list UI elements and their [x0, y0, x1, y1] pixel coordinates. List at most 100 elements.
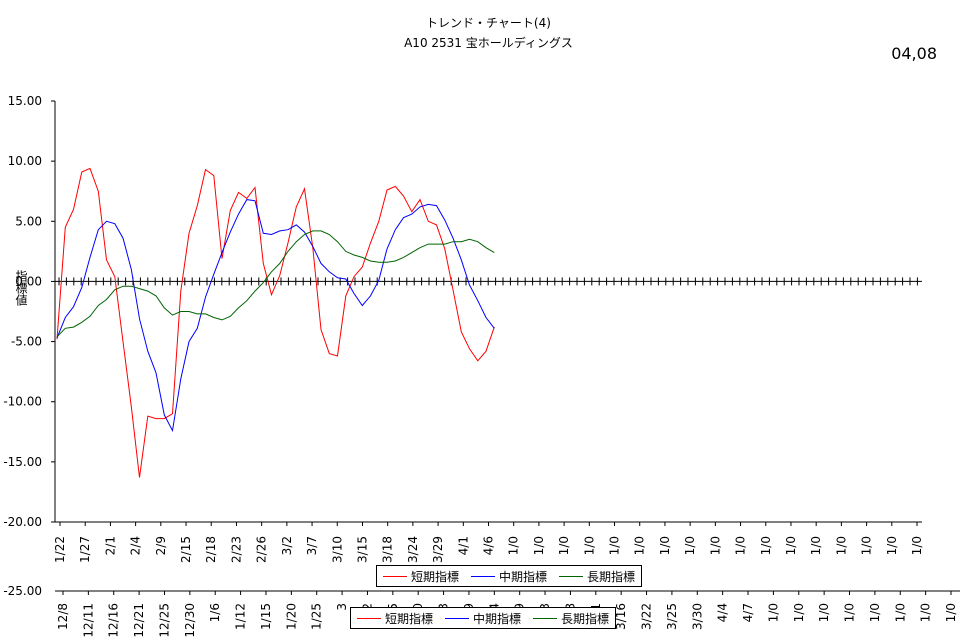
x-tick-label: 3/24	[406, 536, 420, 563]
ghost-legend-item-mid: 中期指標	[445, 610, 521, 627]
ghost-x-tick-label: 12/16	[107, 603, 121, 638]
legend: 短期指標 中期指標 長期指標	[376, 565, 643, 587]
ghost-x-tick-label: 12/8	[56, 603, 70, 630]
ghost-legend-swatch-mid	[445, 617, 470, 619]
legend-item-long: 長期指標	[559, 568, 635, 585]
ghost-x-tick-label: 1/15	[259, 603, 273, 630]
y-tick-label: -20.00	[3, 515, 42, 529]
x-tick-label: 2/15	[179, 536, 193, 563]
ghost-x-tick-label: 3/22	[640, 603, 654, 630]
legend-item-mid: 中期指標	[471, 568, 547, 585]
ghost-x-tick-label: 12/11	[81, 603, 95, 638]
ghost-x-tick-label: 12/25	[157, 603, 171, 638]
ghost-x-tick-label: 1/0	[766, 603, 780, 622]
ghost-x-tick-label: 3	[538, 603, 552, 611]
ghost-legend: 短期指標 中期指標 長期指標	[350, 607, 617, 629]
x-tick-label: 4/6	[482, 536, 496, 555]
legend-swatch-mid	[471, 575, 496, 577]
series-line-mid	[56, 199, 495, 433]
x-tick-label: 1/0	[532, 536, 546, 555]
x-tick-label: 1/0	[507, 536, 521, 555]
x-tick-label: 1/0	[734, 536, 748, 555]
x-tick-label: 3/7	[305, 536, 319, 555]
x-tick-label: 1/0	[582, 536, 596, 555]
x-tick-label: 3/10	[330, 536, 344, 563]
ghost-x-tick-label: 0	[411, 603, 425, 611]
ghost-legend-swatch-short	[357, 617, 381, 619]
x-tick-label: 2/26	[255, 536, 269, 563]
ghost-x-tick-label: 1/25	[310, 603, 324, 630]
date-code: 04,08	[891, 44, 937, 63]
x-tick-label: 3/18	[381, 536, 395, 563]
y-tick-label: -10.00	[3, 395, 42, 409]
series-line-short	[56, 167, 495, 478]
legend-label-long: 長期指標	[587, 569, 636, 584]
ghost-legend-item-long: 長期指標	[533, 610, 609, 627]
y-tick-label: 0.00	[15, 274, 42, 288]
ghost-x-tick-label: 1/20	[284, 603, 298, 630]
ghost-x-tick-label: 1/0	[919, 603, 933, 622]
ghost-x-tick-label: 4/4	[716, 603, 730, 622]
ghost-legend-swatch-long	[533, 617, 558, 619]
x-tick-label: 1/0	[658, 536, 672, 555]
x-tick-label: 1/0	[910, 536, 924, 555]
ghost-x-tick-label: 3	[335, 603, 349, 611]
x-tick-label: 1/0	[860, 536, 874, 555]
chart-title-line1: トレンド・チャート(4)	[426, 16, 551, 30]
ghost-y-tick-label: -25.00	[3, 584, 42, 598]
ghost-x-tick-label: 3/25	[665, 603, 679, 630]
x-tick-label: 1/0	[708, 536, 722, 555]
ghost-x-tick-label: 1/0	[893, 603, 907, 622]
ghost-x-tick-label: 9	[462, 603, 476, 611]
y-tick-label: 5.00	[15, 214, 42, 228]
ghost-x-tick-label: 3	[437, 603, 451, 611]
ghost-x-tick-label: 1/0	[944, 603, 958, 622]
ghost-x-tick-label: 1/0	[817, 603, 831, 622]
x-tick-label: 1/0	[557, 536, 571, 555]
ghost-x-tick-label: 5	[386, 603, 400, 611]
ghost-x-tick-label: 1/0	[868, 603, 882, 622]
x-tick-label: 1/22	[53, 536, 67, 563]
y-tick-label: 15.00	[8, 94, 42, 108]
legend-label-mid: 中期指標	[499, 569, 548, 584]
ghost-legend-label-mid: 中期指標	[473, 611, 522, 626]
x-tick-label: 1/0	[834, 536, 848, 555]
y-tick-label: -5.00	[11, 335, 42, 349]
chart-title-line2: A10 2531 宝ホールディングス	[404, 36, 573, 50]
x-tick-label: 2/23	[229, 536, 243, 563]
x-tick-label: 1/0	[809, 536, 823, 555]
legend-label-short: 短期指標	[411, 569, 460, 584]
ghost-x-tick-label: 1	[589, 603, 603, 611]
ghost-x-tick-label: 12/30	[183, 603, 197, 638]
ghost-x-tick-label: 1/0	[843, 603, 857, 622]
x-tick-label: 1/0	[608, 536, 622, 555]
x-tick-label: 1/0	[633, 536, 647, 555]
ghost-x-tick-label: 3/30	[690, 603, 704, 630]
legend-item-short: 短期指標	[383, 568, 459, 585]
x-tick-label: 2/1	[103, 536, 117, 555]
x-tick-label: 1/27	[78, 536, 92, 563]
series-line-long	[56, 230, 495, 338]
ghost-x-tick-label: 1/0	[792, 603, 806, 622]
ghost-x-tick-label: 8	[563, 603, 577, 611]
x-tick-label: 1/0	[683, 536, 697, 555]
ghost-x-tick-label: 4	[487, 603, 501, 611]
ghost-x-tick-label: 4/7	[741, 603, 755, 622]
x-tick-label: 4/1	[456, 536, 470, 555]
y-tick-label: 10.00	[8, 154, 42, 168]
y-tick-label: -15.00	[3, 455, 42, 469]
legend-swatch-long	[559, 575, 584, 577]
ghost-x-tick-label: 2	[360, 603, 374, 611]
x-tick-label: 1/0	[759, 536, 773, 555]
x-tick-label: 3/2	[280, 536, 294, 555]
x-tick-label: 3/15	[355, 536, 369, 563]
ghost-x-tick-label: 9	[513, 603, 527, 611]
x-tick-label: 3/29	[431, 536, 445, 563]
ghost-x-tick-label: 3/16	[614, 603, 628, 630]
y-axis-title: 指標値	[14, 270, 28, 306]
ghost-legend-item-short: 短期指標	[357, 610, 433, 627]
x-tick-label: 2/9	[154, 536, 168, 555]
x-tick-label: 1/0	[784, 536, 798, 555]
legend-swatch-short	[383, 575, 407, 577]
